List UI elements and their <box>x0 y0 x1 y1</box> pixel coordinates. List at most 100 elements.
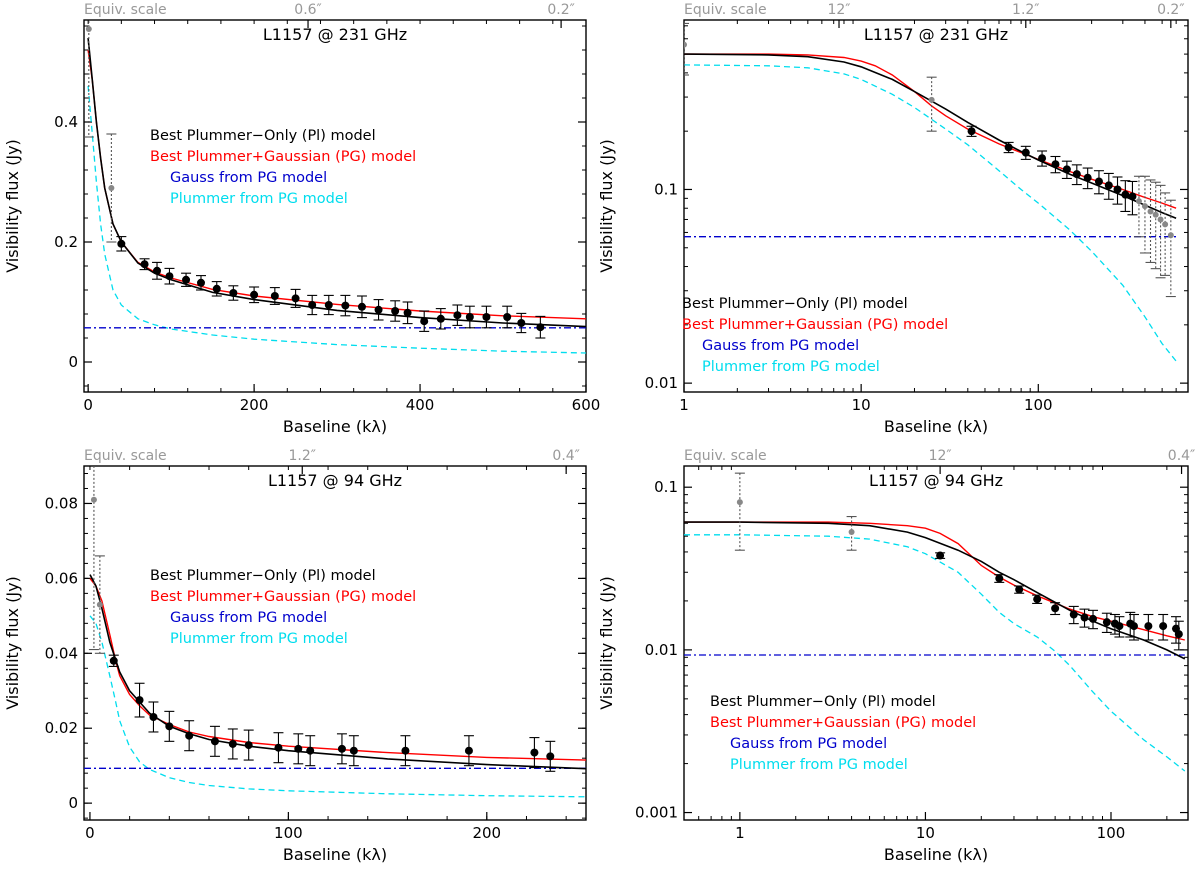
data-point <box>736 499 743 506</box>
equiv-scale-label: Equiv. scale <box>84 2 167 18</box>
legend-entry: Best Plummer+Gaussian (PG) model <box>150 149 416 165</box>
x-tick-label: 1 <box>735 824 745 842</box>
y-tick-label: 0.4 <box>54 113 78 131</box>
data-point <box>337 744 346 753</box>
data-point <box>210 737 219 746</box>
data-point <box>1135 198 1142 205</box>
model-curve-plummer-component <box>89 615 586 798</box>
y-tick-label: 0.02 <box>45 719 78 737</box>
model-curve-plummer-gauss <box>684 521 1185 641</box>
data-point <box>1089 614 1098 623</box>
data-point <box>341 301 350 310</box>
legend-entry: Gauss from PG model <box>170 610 327 626</box>
data-point <box>464 746 473 755</box>
data-point <box>482 313 491 321</box>
data-point <box>536 323 545 332</box>
y-tick-label: 0.1 <box>654 180 678 198</box>
plot-area <box>684 472 1186 772</box>
top-axis-tick-label: 12″ <box>929 448 952 464</box>
y-tick-label: 0.01 <box>645 641 678 659</box>
legend-entry: Plummer from PG model <box>702 359 880 375</box>
x-tick-label: 200 <box>240 396 269 414</box>
x-tick-label: 100 <box>1097 824 1126 842</box>
data-point <box>109 656 118 665</box>
data-point <box>1113 185 1122 194</box>
y-tick-label: 0.04 <box>45 644 78 662</box>
data-point <box>1174 630 1183 639</box>
plot-area <box>84 20 586 354</box>
y-tick-label: 0.06 <box>45 569 78 587</box>
top-axis-tick-label: 0.2″ <box>547 2 575 18</box>
data-point <box>274 743 283 752</box>
data-point <box>165 272 174 281</box>
data-point <box>453 311 462 320</box>
x-tick-label: 1 <box>679 396 689 414</box>
data-point <box>1129 622 1138 631</box>
data-point <box>1128 192 1137 201</box>
x-tick-label: 400 <box>406 396 435 414</box>
data-point <box>349 746 358 755</box>
x-axis-label: Baseline (kλ) <box>884 417 988 436</box>
data-point <box>1033 595 1042 604</box>
legend-entry: Plummer from PG model <box>170 631 348 647</box>
data-point <box>936 551 945 560</box>
data-point <box>1141 203 1148 210</box>
data-point <box>1069 610 1078 619</box>
data-point <box>401 746 410 755</box>
legend-entry: Gauss from PG model <box>730 736 887 752</box>
top-axis-tick-label: 1.2″ <box>289 448 317 464</box>
data-point <box>530 748 539 757</box>
legend-entry: Best Plummer+Gaussian (PG) model <box>682 317 948 333</box>
y-axis-label: Visibility flux (Jy) <box>597 576 616 710</box>
data-point <box>1051 160 1060 169</box>
plot-frame <box>83 19 587 393</box>
x-tick-label: 0 <box>85 824 95 842</box>
data-point <box>1152 211 1159 218</box>
data-point <box>436 314 445 323</box>
y-tick-label: 0.001 <box>635 804 678 822</box>
legend-entry: Best Plummer−Only (Pl) model <box>710 694 936 710</box>
model-curve-plummer-only <box>89 574 586 770</box>
legend-entry: Best Plummer−Only (Pl) model <box>150 128 376 144</box>
top-axis-tick-label: 0.6″ <box>294 2 322 18</box>
data-point <box>308 301 317 309</box>
legend-entry: Best Plummer+Gaussian (PG) model <box>150 589 416 605</box>
data-point <box>357 302 366 311</box>
x-tick-label: 100 <box>1024 396 1053 414</box>
chart-title: L1157 @ 231 GHz <box>263 25 407 44</box>
data-point <box>185 731 194 740</box>
data-point <box>1038 154 1047 163</box>
x-tick-label: 10 <box>852 396 871 414</box>
data-point <box>140 260 149 269</box>
y-axis-label: Visibility flux (Jy) <box>597 139 616 273</box>
y-tick-label: 0.08 <box>45 494 78 512</box>
data-point <box>196 278 205 287</box>
y-axis-label: Visibility flux (Jy) <box>3 576 22 710</box>
data-point <box>244 741 253 750</box>
data-point <box>465 313 474 321</box>
data-point <box>848 529 855 536</box>
plot-frame <box>683 19 1189 393</box>
plot-frame <box>683 465 1189 821</box>
model-curve-plummer-gauss <box>89 577 586 761</box>
x-axis-label: Baseline (kλ) <box>283 417 387 436</box>
data-point <box>1072 170 1081 179</box>
top-axis-tick-label: 0.4″ <box>1168 448 1196 464</box>
legend-entry: Best Plummer+Gaussian (PG) model <box>710 715 976 731</box>
equiv-scale-label: Equiv. scale <box>84 448 167 464</box>
data-point <box>1162 221 1169 228</box>
data-point <box>1121 190 1130 199</box>
data-point <box>1115 622 1124 631</box>
legend-entry: Best Plummer−Only (Pl) model <box>150 568 376 584</box>
model-curve-plummer-only <box>684 521 1186 660</box>
data-point <box>96 601 103 608</box>
data-point <box>165 722 174 731</box>
model-curve-plummer-gauss <box>87 49 586 320</box>
top-axis-tick-label: 0.2″ <box>1157 2 1185 18</box>
chart-title: L1157 @ 94 GHz <box>268 471 402 490</box>
top-axis-tick-label: 1.2″ <box>1012 2 1040 18</box>
data-point <box>1080 613 1089 622</box>
data-point <box>90 496 97 503</box>
data-point <box>517 319 526 327</box>
